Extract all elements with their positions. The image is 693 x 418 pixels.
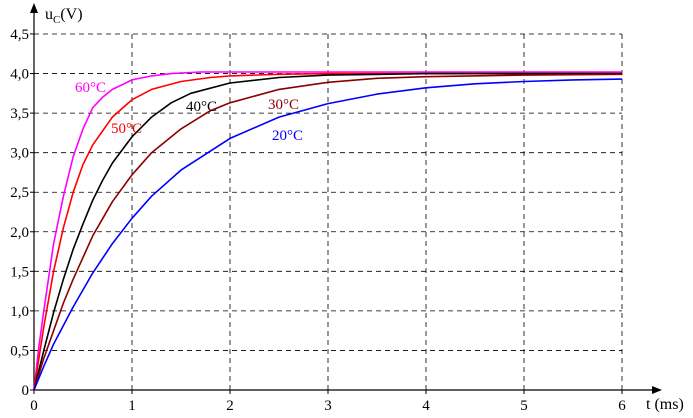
y-tick-label: 2,0 xyxy=(10,225,29,241)
series-line xyxy=(33,78,623,391)
series-label: 50°C xyxy=(111,121,142,137)
series-labels: 60°C 50°C 40°C 30°C 20°C xyxy=(75,80,303,144)
x-axis-arrow-icon xyxy=(652,386,662,394)
y-tick-label: 3,5 xyxy=(10,106,29,122)
y-tick-label: 4,5 xyxy=(10,27,29,43)
x-tick-label: 5 xyxy=(520,398,528,414)
series-line xyxy=(33,72,622,391)
x-tick-label: 2 xyxy=(226,398,234,414)
y-tick-label: 3,0 xyxy=(10,146,29,162)
series-label: 20°C xyxy=(272,128,303,144)
x-tick-label: 0 xyxy=(30,398,38,414)
y-tick-label: 0,5 xyxy=(10,343,29,359)
axis-titles: uC(V) t (ms) xyxy=(45,6,684,413)
y-tick-label: 1,5 xyxy=(10,264,29,280)
x-tick-label: 6 xyxy=(618,398,626,414)
series-label: 60°C xyxy=(75,80,106,96)
series-label: 40°C xyxy=(186,99,217,115)
x-axis-title: t (ms) xyxy=(646,396,684,413)
y-tick-label: 0 xyxy=(22,383,30,399)
y-tick-label: 2,5 xyxy=(10,185,29,201)
series-line xyxy=(33,72,622,391)
x-tick-label: 3 xyxy=(324,398,332,414)
y-axis-title: uC(V) xyxy=(45,6,83,26)
axes xyxy=(30,3,662,394)
y-tick-label: 1,0 xyxy=(10,304,29,320)
y-tick-label: 4,0 xyxy=(10,67,29,83)
series-lines xyxy=(33,71,623,391)
tick-labels: 0 1 2 3 4 5 6 0 0,5 1,0 1,5 2,0 2,5 3,0 3,5 4,0 4,5 xyxy=(10,27,626,414)
series-line xyxy=(33,73,623,391)
series-label: 30°C xyxy=(268,97,299,113)
grid xyxy=(34,33,623,390)
x-tick-label: 4 xyxy=(422,398,430,414)
y-axis-arrow-icon xyxy=(30,3,38,13)
x-tick-label: 1 xyxy=(128,398,136,414)
series-line xyxy=(33,71,622,391)
